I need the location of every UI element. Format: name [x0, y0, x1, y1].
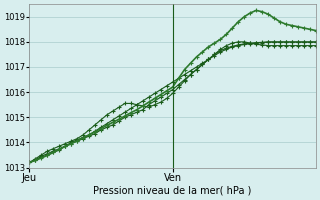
X-axis label: Pression niveau de la mer( hPa ): Pression niveau de la mer( hPa ) [93, 186, 252, 196]
